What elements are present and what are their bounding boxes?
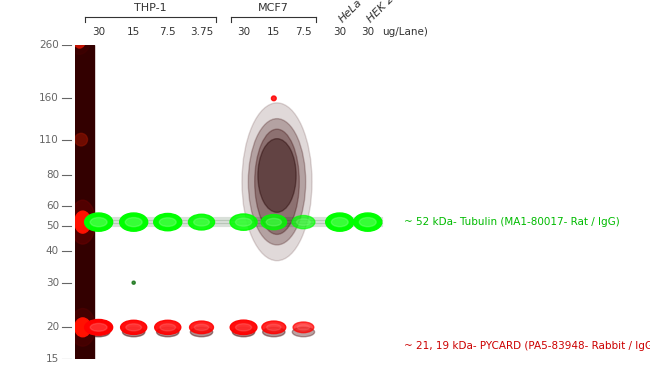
- Ellipse shape: [261, 215, 287, 230]
- Text: THP-1: THP-1: [134, 3, 166, 13]
- Ellipse shape: [272, 96, 276, 101]
- Ellipse shape: [263, 327, 285, 337]
- Ellipse shape: [70, 200, 96, 244]
- Ellipse shape: [359, 218, 376, 227]
- Text: 80: 80: [46, 170, 59, 180]
- Ellipse shape: [75, 318, 91, 337]
- Ellipse shape: [121, 320, 147, 334]
- Text: MCF7: MCF7: [258, 3, 289, 13]
- Ellipse shape: [73, 29, 86, 48]
- Ellipse shape: [68, 23, 91, 54]
- Ellipse shape: [132, 281, 135, 284]
- Ellipse shape: [266, 324, 281, 331]
- Ellipse shape: [125, 218, 142, 227]
- Ellipse shape: [258, 139, 296, 212]
- Ellipse shape: [90, 324, 107, 331]
- Ellipse shape: [157, 327, 179, 337]
- Ellipse shape: [126, 324, 142, 331]
- Bar: [75, 45, 94, 359]
- Text: 15: 15: [46, 354, 59, 364]
- Ellipse shape: [84, 319, 112, 335]
- Ellipse shape: [235, 218, 252, 226]
- Ellipse shape: [326, 213, 354, 231]
- Text: 30: 30: [46, 278, 59, 288]
- Text: HeLa: HeLa: [337, 0, 364, 25]
- Text: ug/Lane): ug/Lane): [382, 27, 428, 37]
- Text: HEK 293: HEK 293: [365, 0, 406, 25]
- Ellipse shape: [194, 324, 209, 331]
- Ellipse shape: [155, 320, 181, 334]
- Ellipse shape: [90, 218, 107, 227]
- Ellipse shape: [122, 327, 145, 337]
- Ellipse shape: [75, 211, 91, 233]
- Ellipse shape: [354, 213, 382, 231]
- Text: 50: 50: [46, 221, 59, 232]
- Ellipse shape: [293, 322, 314, 333]
- Text: ~ 52 kDa- Tubulin (MA1-80017- Rat / IgG): ~ 52 kDa- Tubulin (MA1-80017- Rat / IgG): [404, 217, 619, 227]
- Ellipse shape: [292, 327, 315, 337]
- Ellipse shape: [296, 219, 310, 226]
- Text: 15: 15: [267, 27, 280, 37]
- Ellipse shape: [332, 218, 348, 227]
- Text: 30: 30: [361, 27, 374, 37]
- Text: 30: 30: [92, 27, 105, 37]
- Ellipse shape: [88, 327, 110, 337]
- Ellipse shape: [194, 218, 209, 226]
- Ellipse shape: [292, 215, 315, 229]
- Text: 30: 30: [333, 27, 346, 37]
- Ellipse shape: [159, 218, 176, 226]
- Ellipse shape: [190, 327, 213, 337]
- Ellipse shape: [188, 214, 215, 230]
- Text: ~ 21, 19 kDa- PYCARD (PA5-83948- Rabbit / IgG): ~ 21, 19 kDa- PYCARD (PA5-83948- Rabbit …: [404, 341, 650, 351]
- Ellipse shape: [242, 103, 312, 261]
- Ellipse shape: [233, 327, 255, 337]
- Text: 7.5: 7.5: [295, 27, 312, 37]
- Ellipse shape: [120, 213, 148, 231]
- Ellipse shape: [190, 321, 213, 334]
- Text: 260: 260: [39, 40, 59, 50]
- Ellipse shape: [230, 320, 257, 335]
- Ellipse shape: [235, 324, 252, 331]
- Text: 3.75: 3.75: [190, 27, 213, 37]
- Ellipse shape: [160, 324, 176, 331]
- Ellipse shape: [84, 213, 112, 231]
- Ellipse shape: [262, 321, 286, 334]
- Text: 40: 40: [46, 246, 59, 256]
- Ellipse shape: [230, 214, 257, 230]
- Ellipse shape: [248, 119, 306, 245]
- Text: 160: 160: [39, 94, 59, 103]
- Ellipse shape: [297, 325, 309, 330]
- Ellipse shape: [75, 133, 88, 146]
- Ellipse shape: [154, 214, 182, 231]
- Text: 30: 30: [237, 27, 250, 37]
- Text: 20: 20: [46, 322, 59, 332]
- Ellipse shape: [70, 309, 96, 346]
- Ellipse shape: [266, 218, 281, 226]
- Text: 110: 110: [39, 135, 59, 145]
- Text: 60: 60: [46, 201, 59, 211]
- Ellipse shape: [255, 129, 299, 234]
- Text: 7.5: 7.5: [159, 27, 176, 37]
- Text: 15: 15: [127, 27, 140, 37]
